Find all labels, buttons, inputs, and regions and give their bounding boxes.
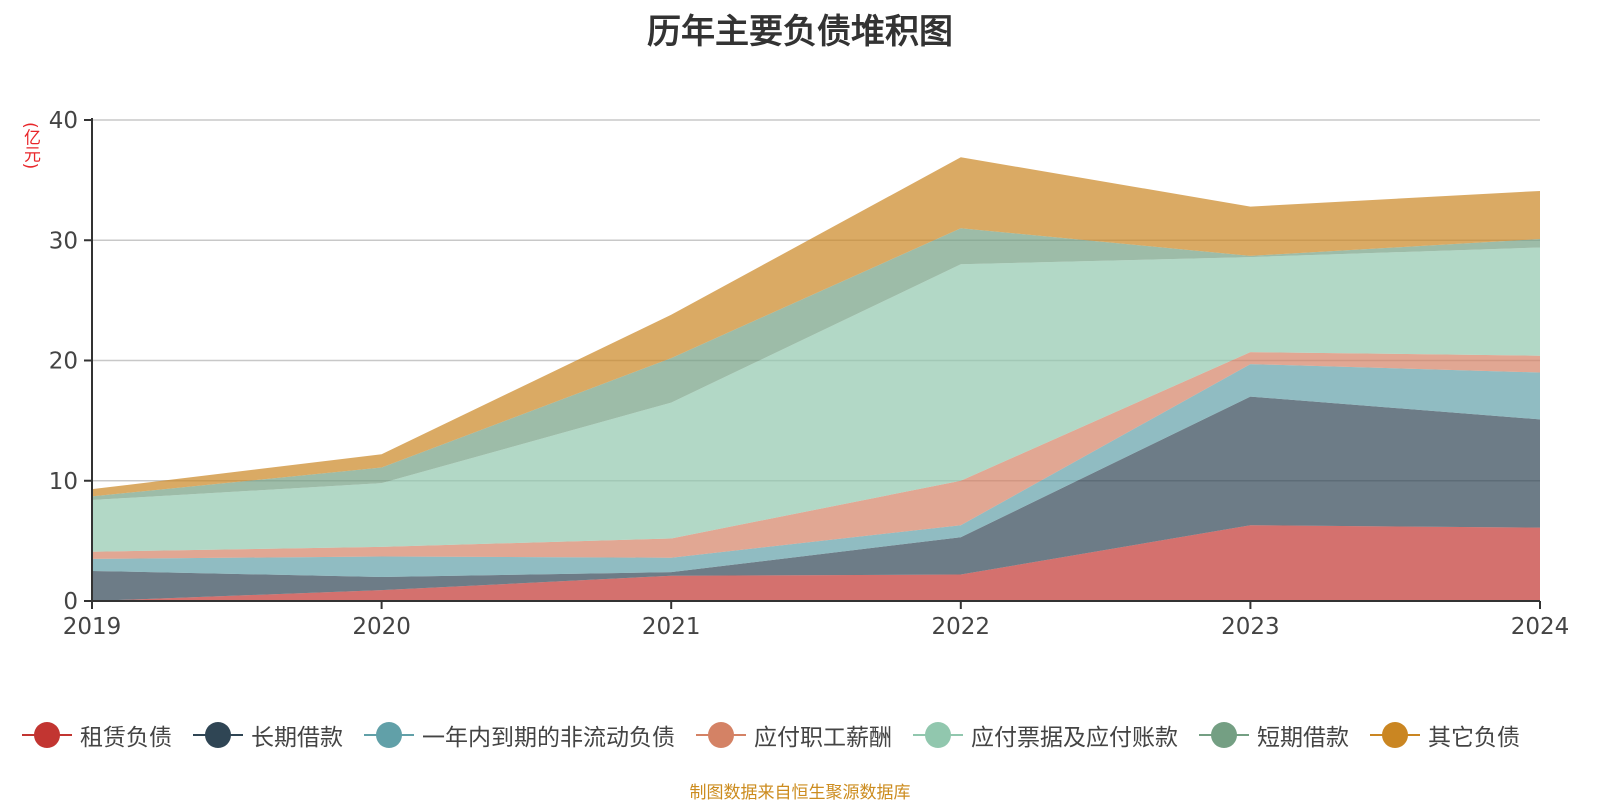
area-series-2	[92, 396, 1540, 601]
y-axis-unit-label: (亿元)	[20, 122, 40, 170]
legend-label: 长期借款	[251, 725, 343, 751]
area-series	[92, 157, 1540, 601]
legend-label: 一年内到期的非流动负债	[422, 725, 675, 751]
x-tick-label-2020: 2020	[352, 614, 411, 640]
source-note: 制图数据来自恒生聚源数据库	[689, 783, 911, 803]
x-tick-label-2024: 2024	[1511, 614, 1570, 640]
area-series-3	[92, 364, 1540, 577]
x-tick-label-2023: 2023	[1221, 614, 1280, 640]
legend: 租赁负债 长期借款 一年内到期的非流动负债 应付职工薪酬 应付票据及应付账款 短期借款 其它…	[22, 718, 1541, 752]
legend-label: 租赁负债	[80, 725, 172, 751]
legend-item-2[interactable]: 长期借款	[193, 718, 343, 752]
stacked-area-chart: 0 10 20 30 40 2019 2020 2021 2022 2023 2024	[49, 108, 1570, 640]
x-tick-label-2021: 2021	[642, 614, 701, 640]
area-series-5	[92, 247, 1540, 552]
legend-marker-icon	[696, 722, 746, 748]
area-series-1	[92, 525, 1540, 601]
legend-marker-icon	[193, 722, 243, 748]
y-tick-label-20: 20	[49, 349, 78, 375]
x-tick-label-2019: 2019	[63, 614, 122, 640]
y-tick-label-0: 0	[63, 589, 78, 615]
legend-item-5[interactable]: 应付票据及应付账款	[913, 718, 1178, 752]
legend-label: 其它负债	[1428, 725, 1520, 751]
legend-item-6[interactable]: 短期借款	[1199, 718, 1349, 752]
legend-label: 应付票据及应付账款	[971, 725, 1178, 751]
y-tick-label-10: 10	[49, 469, 78, 495]
y-tick-label-40: 40	[49, 108, 78, 134]
area-series-4	[92, 352, 1540, 559]
legend-item-4[interactable]: 应付职工薪酬	[696, 718, 892, 752]
area-series-7	[92, 157, 1540, 497]
legend-item-1[interactable]: 租赁负债	[22, 718, 172, 752]
legend-label: 短期借款	[1257, 725, 1349, 751]
legend-marker-icon	[364, 722, 414, 748]
legend-label: 应付职工薪酬	[754, 725, 892, 751]
legend-item-7[interactable]: 其它负债	[1370, 718, 1520, 752]
legend-marker-icon	[1199, 722, 1249, 748]
legend-item-3[interactable]: 一年内到期的非流动负债	[364, 718, 675, 752]
legend-marker-icon	[22, 722, 72, 748]
legend-marker-icon	[913, 722, 963, 748]
y-tick-label-30: 30	[49, 228, 78, 254]
x-axis-ticks: 2019 2020 2021 2022 2023 2024	[63, 601, 1570, 640]
y-axis-ticks: 0 10 20 30 40	[49, 108, 92, 615]
x-tick-label-2022: 2022	[932, 614, 991, 640]
chart-title: 历年主要负债堆积图	[647, 12, 953, 52]
legend-marker-icon	[1370, 722, 1420, 748]
